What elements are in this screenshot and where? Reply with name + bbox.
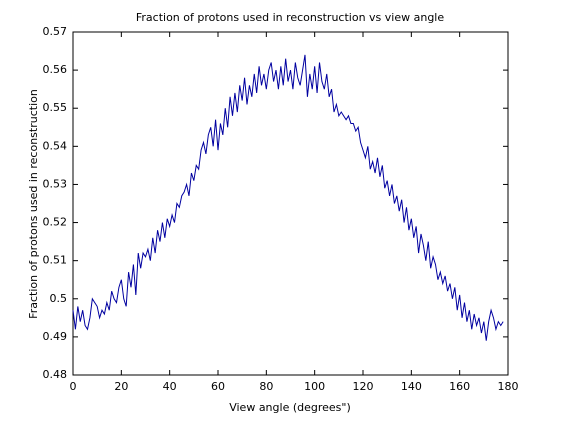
y-tick-label: 0.51 <box>43 254 68 267</box>
y-tick-label: 0.53 <box>43 177 68 190</box>
x-axis-label: View angle (degrees") <box>229 401 351 414</box>
x-tick-label: 160 <box>449 380 470 393</box>
data-line <box>72 54 504 341</box>
x-tick-label: 40 <box>163 380 177 393</box>
x-tick-label: 60 <box>211 380 225 393</box>
x-tick-label: 20 <box>114 380 128 393</box>
y-tick-label: 0.55 <box>43 101 68 114</box>
y-tick-label: 0.52 <box>43 216 68 229</box>
plot-frame <box>72 31 509 376</box>
chart-title: Fraction of protons used in reconstructi… <box>136 11 444 24</box>
x-tick-label: 180 <box>498 380 519 393</box>
x-tick-label: 140 <box>401 380 422 393</box>
x-tick-label: 80 <box>259 380 273 393</box>
x-tick-label: 120 <box>353 380 374 393</box>
y-tick-label: 0.56 <box>43 63 68 76</box>
y-tick-label: 0.54 <box>43 139 68 152</box>
y-tick-label: 0.48 <box>43 368 68 381</box>
y-tick-label: 0.5 <box>50 292 68 305</box>
y-tick-label: 0.49 <box>43 330 68 343</box>
y-axis-label: Fraction of protons used in reconstructi… <box>27 89 40 319</box>
x-tick-label: 100 <box>304 380 325 393</box>
y-tick-label: 0.57 <box>43 25 68 38</box>
x-tick-label: 0 <box>70 380 77 393</box>
